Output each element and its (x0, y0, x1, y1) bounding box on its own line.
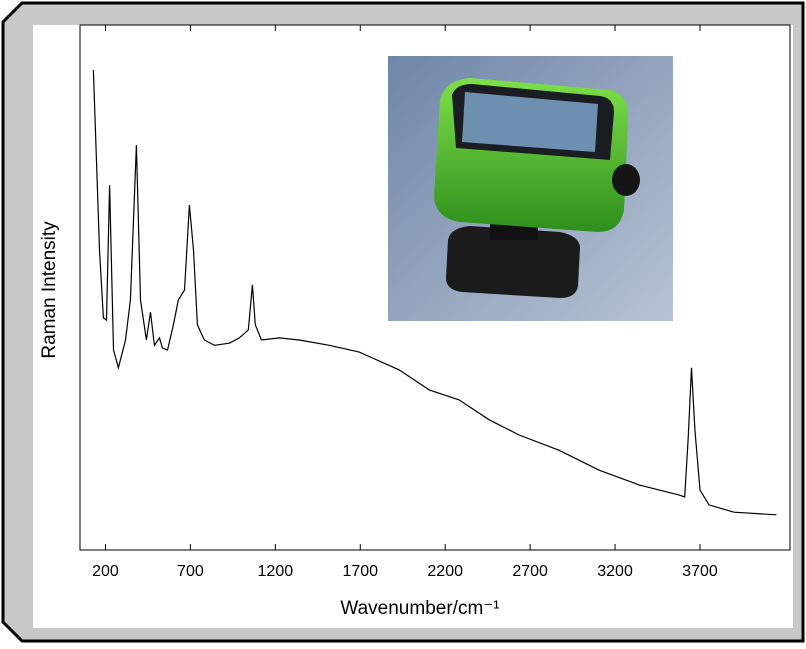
x-tick-label: 2200 (427, 563, 463, 580)
x-tick-label: 700 (177, 563, 204, 580)
y-axis-label: Raman Intensity (39, 221, 60, 359)
x-tick-label: 1200 (258, 563, 294, 580)
inset-photo (388, 56, 673, 321)
plot-frame (79, 24, 791, 551)
x-tick-label: 1700 (342, 563, 378, 580)
spectrum-line (92, 70, 777, 516)
x-tick-label: 3200 (597, 563, 633, 580)
x-tick-label: 3700 (682, 563, 718, 580)
x-tick-label: 2700 (512, 563, 548, 580)
x-tick-label: 200 (92, 563, 119, 580)
x-axis-label: Wavenumber/cm⁻¹ (340, 598, 499, 619)
